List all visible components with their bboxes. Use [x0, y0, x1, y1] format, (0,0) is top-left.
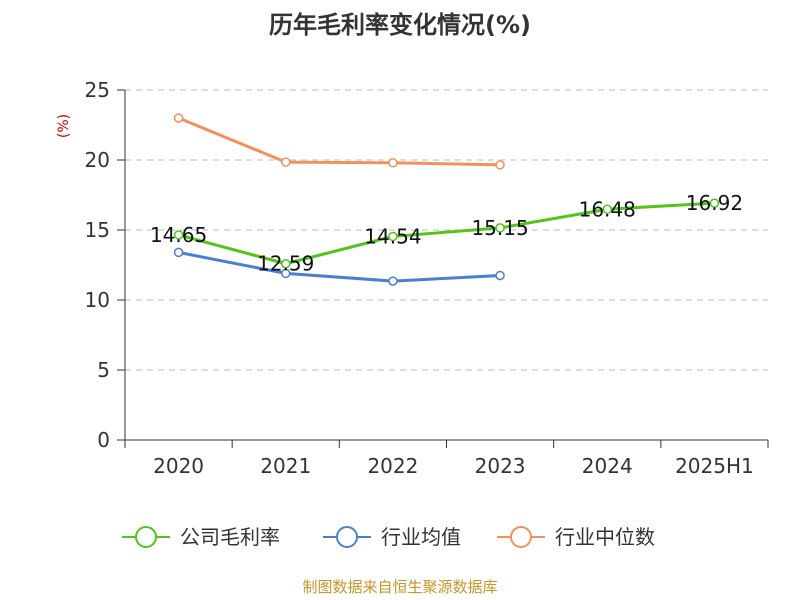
x-tick-label: 2022	[367, 454, 418, 478]
source-note: 制图数据来自恒生聚源数据库	[302, 578, 497, 596]
legend-label: 行业中位数	[555, 525, 655, 549]
data-point	[173, 113, 184, 123]
legend-marker	[336, 526, 358, 548]
data-point	[173, 247, 184, 258]
data-label: 14.54	[364, 224, 421, 248]
data-point	[709, 198, 720, 208]
legend-marker	[510, 526, 532, 548]
series-line-2	[178, 116, 501, 167]
data-point	[495, 270, 505, 281]
data-point	[495, 160, 505, 170]
data-label: 12.59	[257, 252, 314, 276]
x-tick-label: 2023	[475, 454, 526, 478]
y-axis-unit: (%)	[56, 114, 72, 138]
data-point	[173, 230, 184, 240]
series-line-0	[178, 201, 715, 266]
y-tick-label: 5	[97, 358, 110, 382]
legend: 公司毛利率 行业均值 行业中位数	[122, 525, 655, 549]
data-label: 14.65	[150, 223, 207, 247]
data-label: 15.15	[471, 216, 528, 240]
y-tick-label: 10	[85, 288, 110, 312]
legend-item-1[interactable]: 行业均值	[323, 525, 461, 549]
data-label: 16.92	[686, 191, 743, 215]
x-tick-label: 2025H1	[675, 454, 754, 478]
data-point	[281, 258, 291, 269]
legend-label: 公司毛利率	[180, 525, 280, 549]
grid-lines	[125, 89, 768, 371]
y-tick-label: 25	[85, 78, 110, 102]
data-point	[281, 157, 291, 167]
data-point	[281, 268, 291, 279]
data-labels: 14.65 12.59 14.54 15.15 16.48 16.92	[150, 191, 743, 276]
x-tick-label: 2020	[153, 454, 204, 478]
legend-label: 行业均值	[381, 525, 461, 549]
data-point	[495, 223, 505, 233]
data-point	[388, 276, 398, 286]
y-tick-label: 20	[85, 148, 110, 172]
x-tick-label: 2024	[582, 454, 633, 478]
series	[173, 113, 720, 286]
data-point	[602, 204, 612, 215]
legend-item-2[interactable]: 行业中位数	[497, 525, 655, 549]
legend-item-0[interactable]: 公司毛利率	[122, 525, 280, 549]
data-point	[388, 158, 398, 168]
legend-marker	[135, 526, 157, 548]
chart-title: 历年毛利率变化情况(%)	[269, 11, 531, 39]
series-line-1	[178, 250, 501, 283]
data-label: 16.48	[579, 197, 636, 221]
y-tick-label: 0	[97, 428, 110, 452]
axes: 0 5 10 15 20 25 2020 2021 2022 2023 2024 2025H1	[85, 78, 769, 478]
y-tick-label: 15	[85, 218, 110, 242]
x-tick-label: 2021	[260, 454, 311, 478]
data-point	[388, 231, 398, 242]
